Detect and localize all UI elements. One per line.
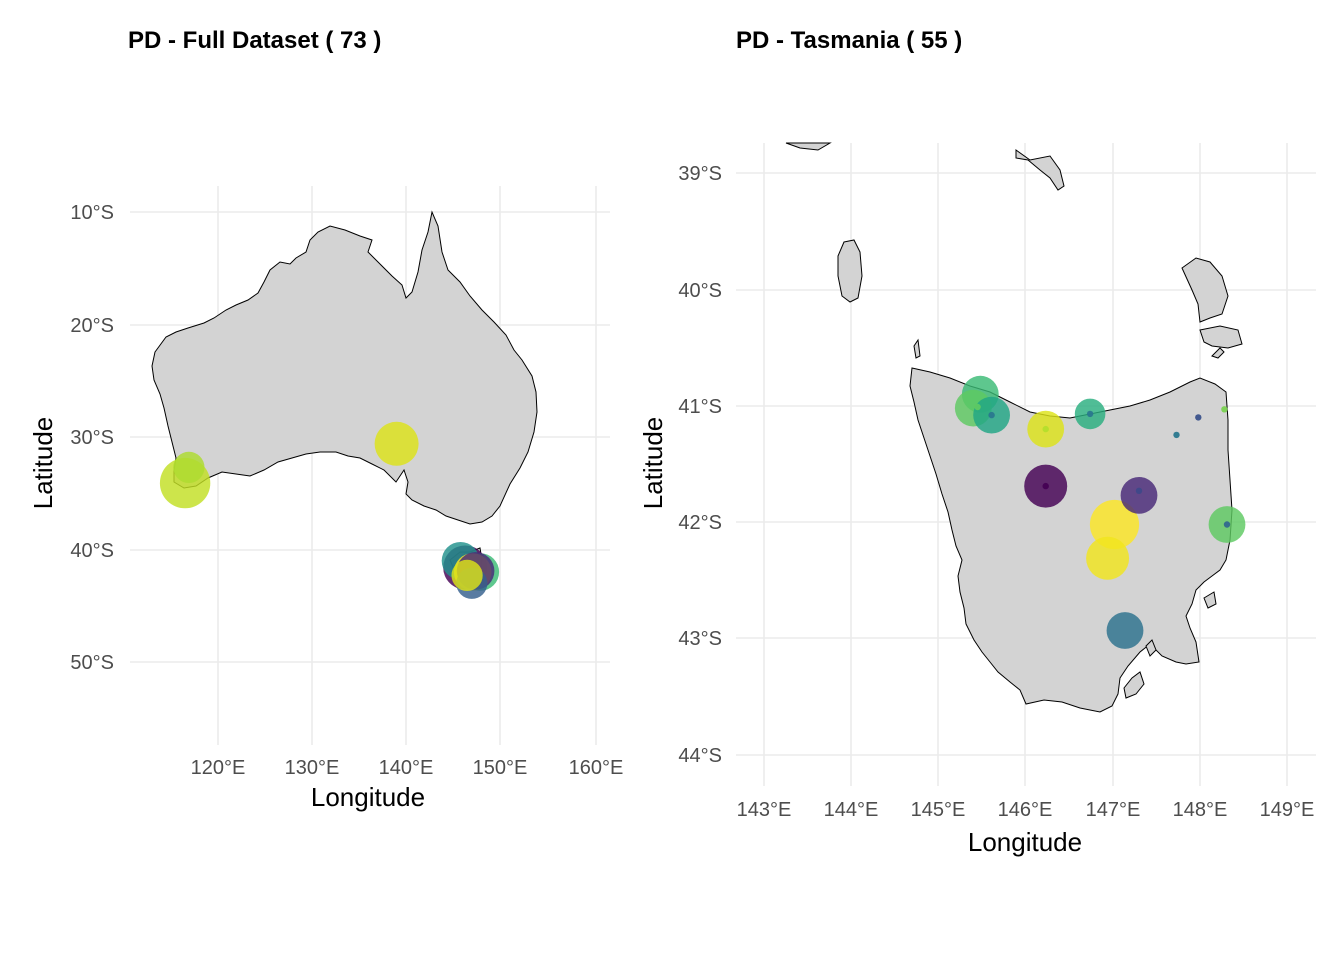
x-tick-label: 144°E bbox=[824, 799, 879, 821]
map-point bbox=[1221, 406, 1228, 413]
bruny-island bbox=[1123, 671, 1145, 699]
y-tick-label: 20°S bbox=[70, 315, 114, 337]
x-tick-label: 130°E bbox=[285, 757, 340, 779]
map-point bbox=[1173, 431, 1180, 439]
map-point bbox=[451, 559, 483, 592]
x-tick-label: 146°E bbox=[998, 799, 1053, 821]
x-tick-label: 140°E bbox=[379, 757, 434, 779]
australia-map-panel: 10°S 20°S 30°S 40°S 50°S 120°E 130°E 140… bbox=[28, 186, 623, 812]
map-point bbox=[374, 421, 419, 466]
small-island bbox=[913, 338, 921, 359]
x-tick-label: 143°E bbox=[737, 799, 792, 821]
x-tick-label: 149°E bbox=[1260, 799, 1315, 821]
y-tick-label: 50°S bbox=[70, 652, 114, 674]
tasmania-points bbox=[954, 375, 1246, 649]
x-tick-label: 148°E bbox=[1173, 799, 1228, 821]
y-axis-title: Latitude bbox=[638, 417, 668, 510]
map-point bbox=[1042, 482, 1049, 490]
x-axis-title: Longitude bbox=[311, 782, 425, 812]
small-island bbox=[1211, 347, 1225, 359]
y-tick-label: 42°S bbox=[678, 512, 722, 534]
map-point bbox=[1195, 414, 1202, 421]
x-tick-label: 147°E bbox=[1086, 799, 1141, 821]
y-tick-label: 10°S bbox=[70, 202, 114, 224]
y-tick-label: 40°S bbox=[70, 540, 114, 562]
map-point bbox=[173, 451, 205, 483]
king-island bbox=[837, 239, 863, 303]
x-tick-label: 150°E bbox=[473, 757, 528, 779]
y-axis-title: Latitude bbox=[28, 417, 58, 510]
y-tick-label: 44°S bbox=[678, 745, 722, 767]
x-tick-label: 120°E bbox=[191, 757, 246, 779]
y-tick-label: 41°S bbox=[678, 396, 722, 418]
y-tick-label: 39°S bbox=[678, 163, 722, 185]
map-point bbox=[1042, 425, 1049, 433]
tasmania-map-panel: 39°S 40°S 41°S 42°S 43°S 44°S 143°E 144°… bbox=[638, 142, 1316, 857]
wilsons-promontory bbox=[785, 142, 832, 151]
y-tick-label: 30°S bbox=[70, 427, 114, 449]
map-point bbox=[1086, 536, 1130, 580]
small-island bbox=[1145, 639, 1157, 657]
maria-island bbox=[1203, 591, 1217, 609]
map-point bbox=[974, 403, 981, 411]
australia-landmass bbox=[151, 210, 538, 587]
map-point bbox=[1086, 410, 1094, 418]
map-point bbox=[988, 411, 995, 419]
y-tick-label: 43°S bbox=[678, 628, 722, 650]
map-point bbox=[1223, 521, 1231, 528]
x-tick-label: 145°E bbox=[911, 799, 966, 821]
panel-title-tasmania: PD - Tasmania ( 55 ) bbox=[736, 27, 963, 54]
map-point bbox=[1106, 612, 1144, 649]
tasmania-landmass bbox=[785, 142, 1243, 713]
x-axis-title: Longitude bbox=[968, 827, 1082, 857]
panel-title-full-dataset: PD - Full Dataset ( 73 ) bbox=[128, 27, 382, 54]
hunter-island-area bbox=[1015, 149, 1065, 191]
australia-points bbox=[159, 421, 500, 599]
cape-barren-island bbox=[1199, 325, 1243, 349]
tasmania-main-island bbox=[909, 367, 1233, 713]
map-point bbox=[1120, 477, 1158, 514]
map-point bbox=[1089, 499, 1140, 550]
australia-mainland bbox=[151, 210, 538, 525]
x-tick-label: 160°E bbox=[569, 757, 624, 779]
flinders-island bbox=[1181, 257, 1229, 323]
map-point bbox=[1135, 487, 1143, 494]
y-tick-label: 40°S bbox=[678, 280, 722, 302]
